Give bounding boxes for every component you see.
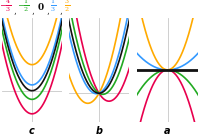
Text: $\frac{1}{3}$: $\frac{1}{3}$ [50,0,56,15]
Text: $-\!\frac{1}{2}$: $-\!\frac{1}{2}$ [17,0,29,15]
Text: $-\!\frac{4}{3}$: $-\!\frac{4}{3}$ [0,0,11,15]
Text: $\mathbf{0}$: $\mathbf{0}$ [37,1,45,12]
Text: b: b [96,126,102,136]
Text: ,: , [59,7,62,16]
Text: ,: , [13,7,16,16]
Text: a: a [164,126,171,136]
Text: $\frac{3}{2}$: $\frac{3}{2}$ [64,0,70,15]
Text: ,: , [31,7,34,16]
Text: ,: , [46,7,49,16]
Text: c: c [29,126,35,136]
